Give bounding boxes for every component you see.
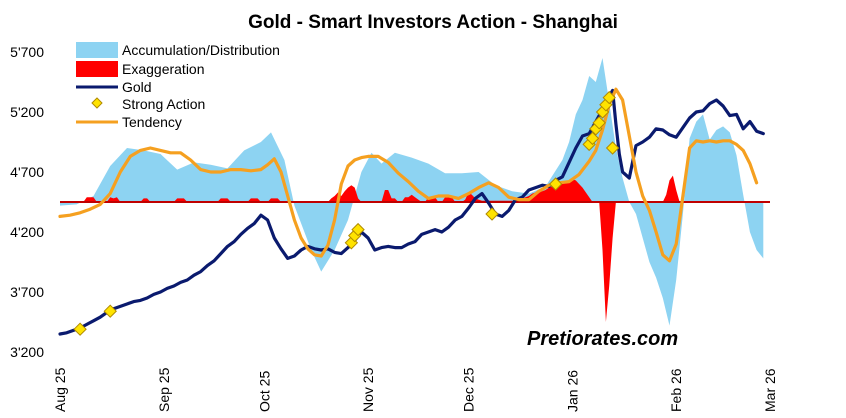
x-tick-label: Mar 26 (762, 368, 778, 412)
legend-swatch-accumulation (76, 42, 118, 58)
strong-action-marker (485, 207, 499, 221)
y-tick-label: 4'200 (10, 224, 44, 240)
chart-title: Gold - Smart Investors Action - Shanghai (248, 12, 618, 33)
legend-label-gold: Gold (122, 79, 152, 95)
legend-swatch-exaggeration (76, 61, 118, 77)
strong-action-marker (548, 177, 563, 191)
strong-action-marker (73, 322, 87, 336)
y-tick-label: 3'700 (10, 284, 44, 300)
x-tick-label: Jan 26 (564, 370, 580, 412)
strong-action-marker (602, 90, 616, 105)
x-tick-label: Feb 26 (668, 368, 684, 412)
y-tick-label: 4'700 (10, 164, 44, 180)
legend: Accumulation/Distribution Exaggeration G… (76, 42, 280, 130)
strong-action-marker (585, 131, 600, 146)
gold-line (58, 88, 765, 336)
x-tick-label: Dec 25 (461, 367, 477, 412)
legend-label-exaggeration: Exaggeration (122, 61, 205, 77)
watermark-text: Pretiorates.com (527, 328, 678, 350)
legend-swatch-strong-action (91, 97, 103, 109)
x-tick-label: Nov 25 (360, 367, 376, 412)
legend-label-strong-action: Strong Action (122, 96, 205, 112)
strong-action-marker (103, 304, 117, 318)
axes: 3'200 3'700 4'200 4'700 5'200 5'700 Aug 25 Sep … (10, 44, 778, 412)
strong-action-marker (592, 116, 606, 130)
y-tick-label: 3'200 (10, 344, 44, 360)
accumulation-area (60, 58, 764, 326)
x-tick-label: Sep 25 (156, 367, 172, 412)
legend-label-tendency: Tendency (122, 114, 182, 130)
y-tick-label: 5'700 (10, 44, 44, 60)
plot-area (58, 58, 770, 336)
strong-action-marker (351, 222, 365, 237)
tendency-line (58, 87, 759, 263)
strong-action-marker (605, 141, 620, 155)
x-tick-label: Aug 25 (52, 367, 68, 412)
y-tick-label: 5'200 (10, 104, 44, 120)
x-tick-label: Oct 25 (256, 371, 272, 412)
legend-label-accumulation: Accumulation/Distribution (122, 42, 280, 58)
